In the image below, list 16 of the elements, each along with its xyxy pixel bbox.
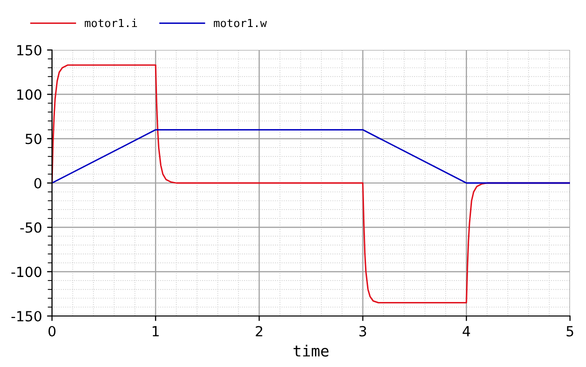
x-tick-label: 5 xyxy=(566,326,574,336)
legend-label: motor1.w xyxy=(214,18,267,28)
y-tick-label: -150 xyxy=(11,310,42,322)
x-tick-label: 1 xyxy=(152,326,159,336)
y-tick-label: 0 xyxy=(34,178,42,188)
y-tick-label: 100 xyxy=(17,89,42,100)
y-tick-label: -50 xyxy=(20,222,42,233)
legend-label: motor1.i xyxy=(84,18,138,28)
x-tick-label: 3 xyxy=(359,326,366,336)
x-tick-label: 2 xyxy=(256,326,262,336)
y-tick-label: 50 xyxy=(26,134,42,144)
x-axis-title: time xyxy=(294,344,328,357)
y-tick-label: 150 xyxy=(17,44,42,56)
y-tick-label: -100 xyxy=(11,266,42,278)
x-tick-label: 4 xyxy=(462,326,470,336)
x-tick-label: 0 xyxy=(48,326,56,336)
